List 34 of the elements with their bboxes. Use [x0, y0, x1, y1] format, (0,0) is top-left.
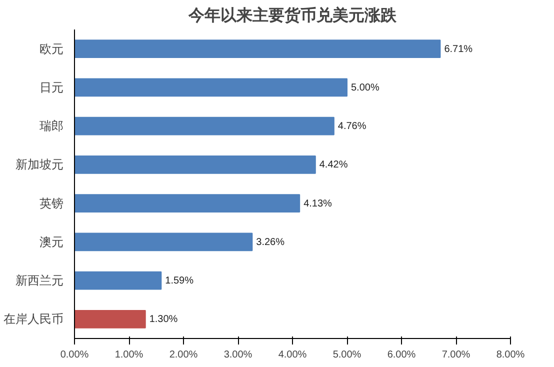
x-tick-label: 3.00%: [224, 350, 252, 360]
x-tick-label: 6.00%: [387, 350, 416, 360]
data-label: 3.26%: [256, 236, 285, 248]
bar: [74, 116, 334, 136]
x-tick-label: 4.00%: [278, 350, 307, 360]
bar: [74, 310, 146, 328]
data-label: 1.59%: [165, 276, 194, 287]
data-label: 4.42%: [319, 160, 348, 171]
bar: [74, 78, 348, 97]
bar: [74, 232, 253, 252]
data-label: 4.76%: [338, 121, 366, 132]
bar: [74, 194, 300, 213]
data-label: 5.00%: [351, 82, 380, 94]
bar: [74, 40, 441, 58]
x-tick-label: 1.00%: [114, 350, 144, 360]
y-tick-label: 欧元: [40, 42, 64, 56]
x-tick-label: 7.00%: [442, 350, 470, 360]
y-tick-label: 新加坡元: [16, 158, 64, 172]
data-label: 4.13%: [304, 198, 332, 210]
bar: [74, 271, 162, 290]
x-tick-label: 2.00%: [169, 350, 198, 360]
x-tick-label: 8.00%: [496, 350, 525, 360]
data-label: 6.71%: [444, 44, 473, 55]
chart-title: 今年以来主要货币兑美元涨跌: [188, 6, 398, 24]
x-tick-label: 5.00%: [332, 350, 362, 360]
y-tick-label: 在岸人民币: [4, 312, 64, 326]
y-tick-label: 新西兰元: [16, 274, 64, 288]
bar: [74, 155, 316, 174]
y-tick-label: 英镑: [40, 196, 64, 210]
data-label: 1.30%: [149, 314, 178, 326]
y-tick-label: 澳元: [40, 234, 64, 249]
y-tick-label: 瑞郎: [40, 119, 64, 134]
x-tick-label: 0.00%: [60, 350, 89, 360]
y-tick-label: 日元: [40, 80, 64, 94]
